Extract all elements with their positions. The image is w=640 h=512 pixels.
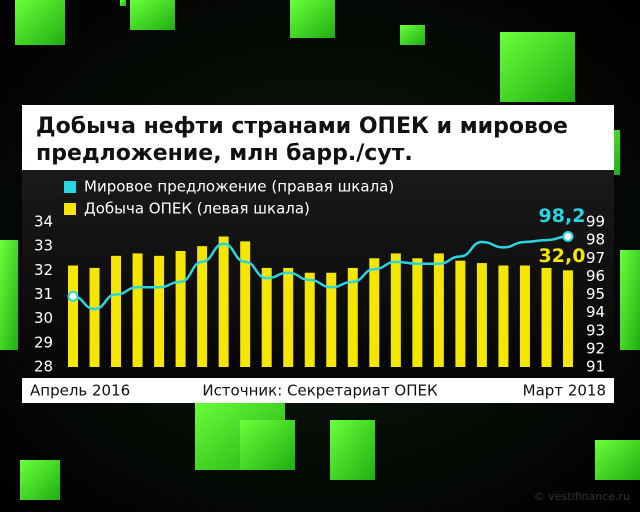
bar <box>175 251 186 367</box>
bar <box>197 246 208 367</box>
y2-tick-label: 94 <box>586 303 605 321</box>
y2-tick-label: 96 <box>586 267 605 285</box>
y2-tick-label: 95 <box>586 285 605 303</box>
legend-label: Добыча ОПЕК (левая шкала) <box>84 200 310 218</box>
y2-tick-label: 92 <box>586 339 605 357</box>
watermark: © vestifinance.ru <box>534 490 630 503</box>
y-tick-label: 31 <box>34 285 53 303</box>
bar <box>132 253 143 367</box>
bar <box>218 236 229 367</box>
line-point <box>67 290 79 302</box>
legend-swatch <box>64 181 76 193</box>
y-tick-label: 28 <box>34 358 53 376</box>
bar <box>68 265 78 367</box>
line <box>72 235 569 311</box>
y2-tick-label: 97 <box>586 249 605 267</box>
y2-tick-label: 91 <box>586 358 605 376</box>
y2-tick-label: 99 <box>586 213 605 231</box>
bar <box>111 255 122 367</box>
bar <box>261 267 272 367</box>
decor-cubes <box>0 0 640 500</box>
bar <box>390 253 401 367</box>
footer-panel <box>22 378 614 403</box>
y-tick-label: 33 <box>34 237 53 255</box>
bar <box>283 267 294 367</box>
chart-title: Добыча нефти странами ОПЕК и мировое <box>36 114 568 139</box>
bar <box>498 265 509 367</box>
bar <box>240 241 251 367</box>
bar <box>455 260 466 367</box>
y2-tick-label: 93 <box>586 321 605 339</box>
legend-label: Мировое предложение (правая шкала) <box>84 178 394 196</box>
source: Источник: Секретариат ОПЕК <box>202 382 438 400</box>
x-tick-label: Апрель 2016 <box>30 382 130 400</box>
bar <box>412 258 423 367</box>
bar <box>326 272 337 367</box>
y-tick-label: 34 <box>34 213 53 231</box>
y-tick-label: 30 <box>34 309 53 327</box>
bar <box>563 270 573 367</box>
value-label: 32,0 <box>539 245 586 267</box>
bar <box>347 267 358 367</box>
bar <box>89 267 100 367</box>
value-label: 98,2 <box>539 205 586 227</box>
bar <box>369 258 380 367</box>
bar <box>154 255 165 367</box>
bar <box>304 272 315 367</box>
bar <box>433 253 444 367</box>
y-tick-label: 29 <box>34 333 53 351</box>
y2-tick-label: 98 <box>586 231 605 249</box>
y-tick-label: 32 <box>34 261 53 279</box>
legend-swatch <box>64 203 76 215</box>
chart-title: предложение, млн барр./сут. <box>36 141 413 166</box>
bar <box>541 267 552 367</box>
bar <box>476 263 487 367</box>
x-tick-label: Март 2018 <box>523 382 606 400</box>
line-point <box>562 231 574 242</box>
bar <box>519 265 530 367</box>
title-panel <box>22 105 614 170</box>
